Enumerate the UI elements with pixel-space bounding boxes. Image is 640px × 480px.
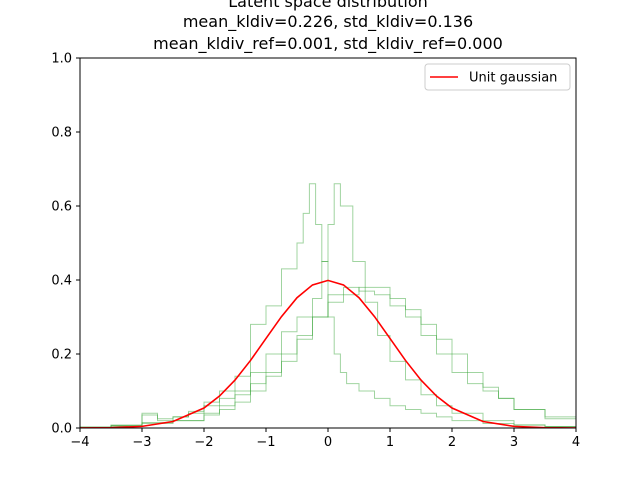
y-tick-label: 0.8 — [51, 126, 72, 141]
y-tick-label: 0.6 — [51, 200, 72, 215]
y-tick-label: 0.4 — [51, 274, 72, 289]
y-tick-label: 0.0 — [51, 422, 72, 437]
title-line-1: Latent space distribution — [228, 0, 428, 11]
title-line-2: mean_kldiv=0.226, std_kldiv=0.136 — [183, 12, 473, 32]
legend-box — [424, 63, 571, 91]
unit-gaussian-curve — [80, 279, 576, 428]
title-line-3: mean_kldiv_ref=0.001, std_kldiv_ref=0.00… — [153, 34, 503, 54]
x-tick-label: −2 — [194, 435, 213, 450]
y-tick-label: 0.2 — [51, 348, 72, 363]
x-tick-label: −3 — [132, 435, 151, 450]
histogram-4 — [80, 286, 576, 428]
x-tick-label: −4 — [70, 435, 89, 450]
gaussian-curve-group — [80, 279, 576, 428]
x-axis: −4 −3 −2 −1 0 1 2 3 4 — [70, 428, 580, 450]
x-tick-label: 1 — [386, 435, 394, 450]
histogram-group — [80, 183, 576, 428]
histogram-2 — [80, 183, 576, 428]
histogram-3 — [80, 286, 576, 428]
x-tick-label: −1 — [256, 435, 275, 450]
x-tick-label: 0 — [324, 435, 332, 450]
legend-label-unit-gaussian: Unit gaussian — [469, 71, 557, 86]
x-tick-label: 3 — [510, 435, 518, 450]
y-axis: 0.0 0.2 0.4 0.6 0.8 1.0 — [51, 52, 80, 437]
chart-title: Latent space distribution mean_kldiv=0.2… — [153, 0, 503, 54]
x-tick-label: 4 — [572, 435, 580, 450]
x-tick-label: 2 — [448, 435, 456, 450]
legend: Unit gaussian — [424, 63, 571, 91]
y-tick-label: 1.0 — [51, 52, 72, 67]
